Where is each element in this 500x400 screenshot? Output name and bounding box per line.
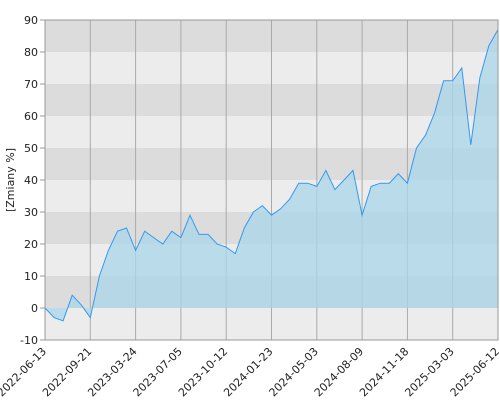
y-tick-label: 90 xyxy=(24,14,38,27)
y-tick-label: 10 xyxy=(24,270,38,283)
y-tick-label: 50 xyxy=(24,142,38,155)
y-tick-label: 30 xyxy=(24,206,38,219)
y-tick-label: 20 xyxy=(24,238,38,251)
y-tick-label: 40 xyxy=(24,174,38,187)
y-axis-label: [Zmiany %] xyxy=(4,148,17,212)
line xyxy=(44,29,499,322)
area xyxy=(45,29,498,321)
y-tick-label: 80 xyxy=(24,46,38,59)
y-tick-label: 60 xyxy=(24,110,38,123)
plot-frame xyxy=(44,19,499,341)
y-tick-label: -10 xyxy=(20,334,38,347)
y-tick-label: 0 xyxy=(31,302,38,315)
y-tick-label: 70 xyxy=(24,78,38,91)
